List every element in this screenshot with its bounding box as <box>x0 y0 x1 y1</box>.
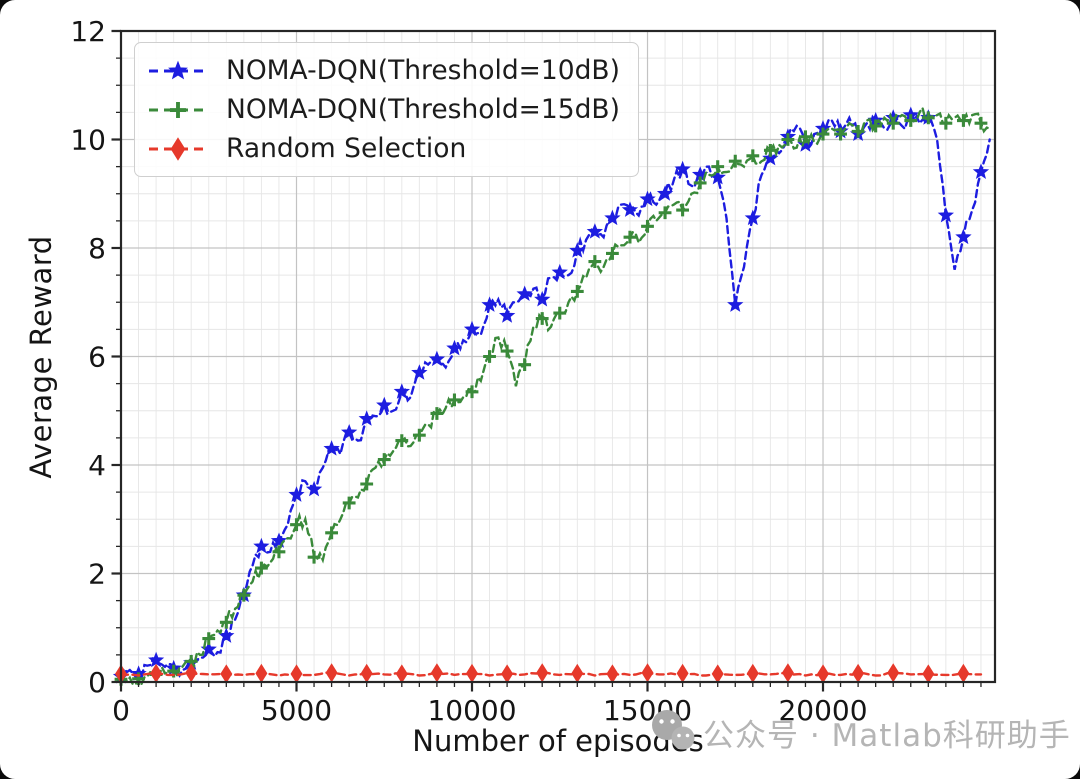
series-line-2 <box>119 671 983 677</box>
legend-label: NOMA-DQN(Threshold=15dB) <box>226 94 620 125</box>
x-tick-label: 5000 <box>261 694 332 727</box>
watermark-text: 公众号 · Matlab科研助手 <box>703 717 1071 754</box>
y-tick-label: 8 <box>88 232 106 265</box>
legend-handle-plus-marker <box>149 101 207 118</box>
legend-label: Random Selection <box>226 133 467 164</box>
y-tick-label: 0 <box>88 666 106 699</box>
y-axis-label: Average Reward <box>24 235 58 479</box>
x-tick-label: 0 <box>112 694 130 727</box>
y-tick-label: 4 <box>88 449 106 482</box>
legend: NOMA-DQN(Threshold=10dB) NOMA-DQN(Thresho… <box>134 42 639 177</box>
y-tick-label: 10 <box>70 124 106 157</box>
watermark: 公众号 · Matlab科研助手 <box>645 705 1071 759</box>
legend-label: NOMA-DQN(Threshold=10dB) <box>226 55 620 86</box>
axis-ticks <box>111 29 982 692</box>
legend-row-2: Random Selection <box>146 130 620 167</box>
x-tick-label: 20000 <box>778 694 867 727</box>
series-line-0 <box>119 112 991 681</box>
wechat-icon <box>652 710 695 750</box>
y-tick-label: 12 <box>70 15 106 48</box>
legend-handle-star-marker <box>149 60 207 79</box>
series-line-1 <box>119 104 991 687</box>
legend-handle-thin-diamond-marker <box>149 136 207 161</box>
x-tick-label: 10000 <box>427 694 516 727</box>
y-tick-label: 2 <box>88 558 106 591</box>
y-tick-label: 6 <box>88 341 106 374</box>
legend-row-0: NOMA-DQN(Threshold=10dB) <box>146 52 620 89</box>
legend-row-1: NOMA-DQN(Threshold=15dB) <box>146 91 620 128</box>
